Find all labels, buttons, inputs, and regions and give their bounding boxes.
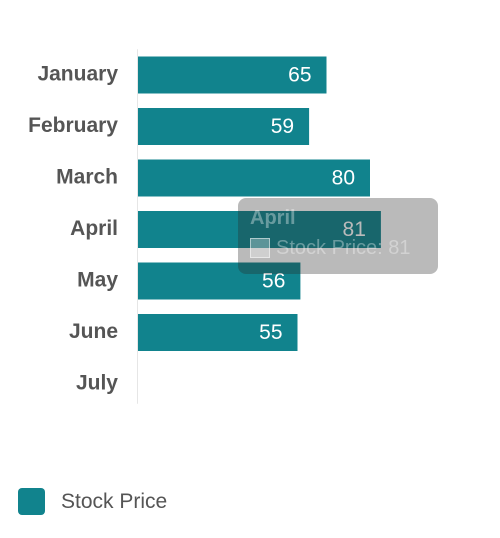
value-label-february: 59 xyxy=(271,115,294,138)
bar-february[interactable] xyxy=(138,108,310,145)
legend-swatch[interactable] xyxy=(18,488,45,515)
value-label-june: 55 xyxy=(259,321,282,344)
category-label-july: July xyxy=(76,372,118,395)
value-label-may: 56 xyxy=(262,270,285,293)
category-label-march: March xyxy=(56,166,118,189)
bar-june[interactable] xyxy=(138,314,298,351)
category-label-january: January xyxy=(37,63,118,86)
tooltip-title: April xyxy=(250,207,296,229)
chart-tooltip: April Stock Price: 81 xyxy=(238,198,438,274)
category-label-february: February xyxy=(28,114,118,137)
tooltip-text: Stock Price: 81 xyxy=(276,236,411,259)
bar-may[interactable] xyxy=(138,262,301,300)
chart-legend[interactable]: Stock Price xyxy=(18,488,167,515)
category-label-april: April xyxy=(70,217,118,240)
tooltip-row: Stock Price: 81 xyxy=(250,236,426,260)
bar-april[interactable] xyxy=(138,211,381,248)
value-label-april: 81 xyxy=(343,218,366,241)
category-label-june: June xyxy=(69,320,118,343)
value-label-march: 80 xyxy=(332,167,355,190)
chart-plot: January 65 February 59 March 80 April 81 May 56 Ju… xyxy=(28,49,381,404)
bar-march[interactable] xyxy=(138,159,370,197)
value-label-january: 65 xyxy=(288,64,311,87)
tooltip-swatch xyxy=(250,238,270,258)
category-label-may: May xyxy=(77,269,118,292)
bar-january[interactable] xyxy=(138,56,327,94)
legend-label[interactable]: Stock Price xyxy=(61,489,168,513)
